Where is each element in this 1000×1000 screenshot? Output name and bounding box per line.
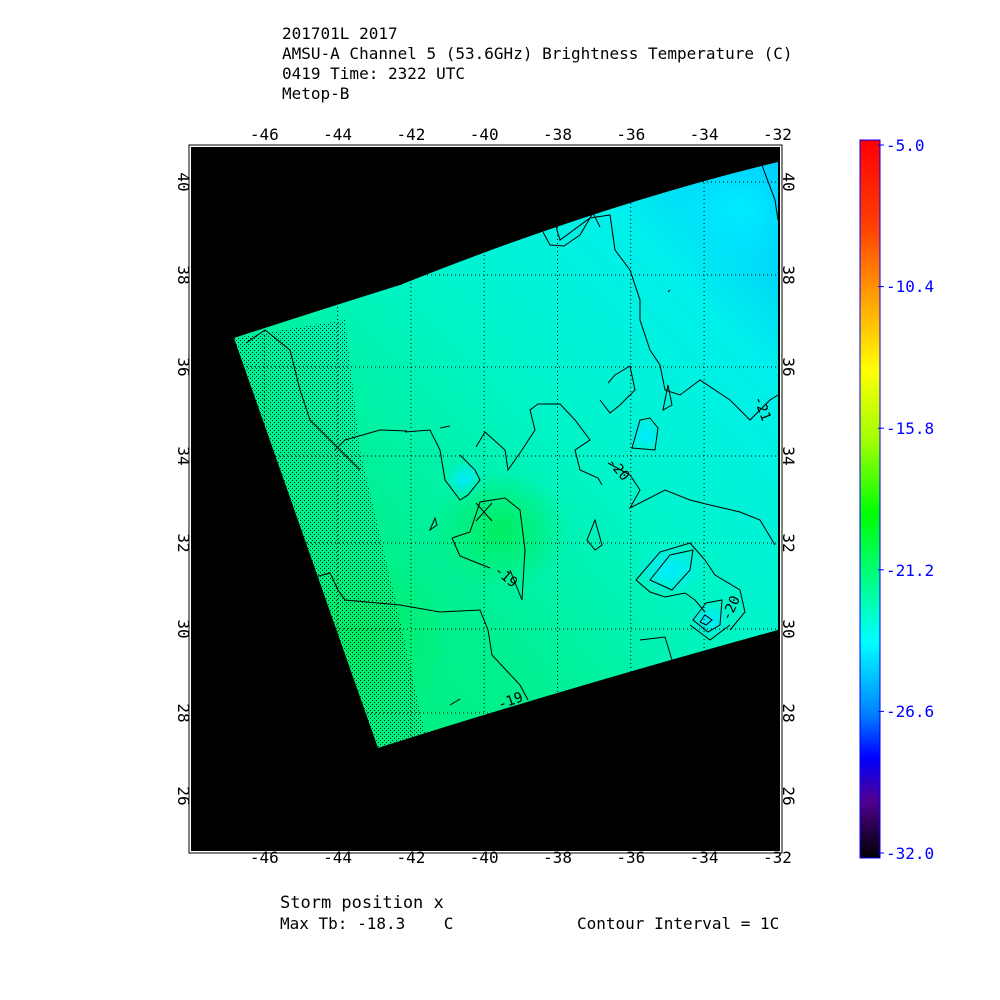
title-satellite: Metop-B bbox=[282, 84, 350, 103]
lon-tick-label-bottom: -40 bbox=[470, 848, 499, 867]
colorbar-tick-label: -15.8 bbox=[886, 419, 934, 438]
colorbar-tick-label: -21.2 bbox=[886, 561, 934, 580]
title-product: AMSU-A Channel 5 (53.6GHz) Brightness Te… bbox=[282, 44, 793, 63]
lat-tick-label-right: 32 bbox=[779, 533, 798, 552]
storm-position-legend: Storm position x bbox=[280, 893, 444, 913]
lat-tick-label-left: 26 bbox=[174, 786, 193, 805]
lon-tick-label-top: -46 bbox=[250, 125, 279, 144]
lon-tick-label-top: -34 bbox=[690, 125, 719, 144]
stippled-limb-region bbox=[234, 320, 425, 748]
colorbar-tick-label: -5.0 bbox=[886, 136, 925, 155]
colorbar-tick-label: -26.6 bbox=[886, 702, 934, 721]
title-time: 0419 Time: 2322 UTC bbox=[282, 64, 466, 83]
lon-tick-label-top: -38 bbox=[543, 125, 572, 144]
lon-tick-label-top: -32 bbox=[763, 125, 792, 144]
lon-tick-label-top: -44 bbox=[323, 125, 352, 144]
lon-tick-label-top: -36 bbox=[616, 125, 645, 144]
lon-tick-label-bottom: -38 bbox=[543, 848, 572, 867]
map-axes: -46 -46 -44 -44 -42 -42 -40 -40 -38 -38 -36 -36 -34 -… bbox=[174, 125, 798, 867]
lat-tick-label-right: 36 bbox=[779, 357, 798, 376]
lon-tick-label-bottom: -44 bbox=[323, 848, 352, 867]
lat-tick-label-left: 40 bbox=[174, 172, 193, 191]
lat-tick-label-left: 36 bbox=[174, 357, 193, 376]
lon-tick-label-top: -42 bbox=[396, 125, 425, 144]
lat-tick-label-left: 30 bbox=[174, 619, 193, 638]
colorbar-scale bbox=[859, 139, 881, 859]
lat-tick-label-right: 28 bbox=[779, 703, 798, 722]
lon-tick-label-bottom: -46 bbox=[250, 848, 279, 867]
lat-tick-label-right: 30 bbox=[779, 619, 798, 638]
lat-tick-label-right: 38 bbox=[779, 265, 798, 284]
contour-interval-readout: Contour Interval = 1C bbox=[577, 914, 780, 933]
lon-tick-label-top: -40 bbox=[470, 125, 499, 144]
lat-tick-label-right: 40 bbox=[779, 172, 798, 191]
max-tb-readout: Max Tb: -18.3 C bbox=[280, 914, 454, 933]
lat-tick-label-left: 38 bbox=[174, 265, 193, 284]
lon-tick-label-bottom: -34 bbox=[690, 848, 719, 867]
lon-tick-label-bottom: -32 bbox=[763, 848, 792, 867]
colorbar-tick-label: -32.0 bbox=[886, 844, 934, 863]
lat-tick-label-right: 26 bbox=[779, 786, 798, 805]
lat-tick-label-left: 28 bbox=[174, 703, 193, 722]
colorbar-tick-label: -10.4 bbox=[886, 277, 934, 296]
title-storm-id: 201701L 2017 bbox=[282, 24, 398, 43]
lat-tick-label-left: 32 bbox=[174, 533, 193, 552]
lat-tick-label-left: 34 bbox=[174, 446, 193, 465]
lon-tick-label-bottom: -36 bbox=[616, 848, 645, 867]
lon-tick-label-bottom: -42 bbox=[396, 848, 425, 867]
lat-tick-label-right: 34 bbox=[779, 446, 798, 465]
colorbar: -5.0 -10.4 -15.8 -21.2 -26.6 -32.0 bbox=[859, 136, 934, 863]
